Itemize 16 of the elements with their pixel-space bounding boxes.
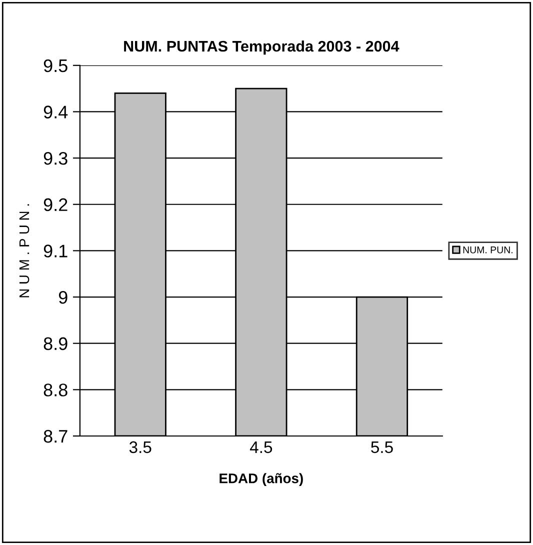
x-tick-label: 5.5 bbox=[371, 441, 393, 454]
y-tick-label: 9.4 bbox=[44, 106, 68, 118]
y-tick-label: 9.2 bbox=[44, 198, 68, 212]
x-axis-title: EDAD (años) bbox=[220, 473, 303, 486]
y-tick-label: 8.9 bbox=[44, 337, 68, 350]
y-tick-label: 8.7 bbox=[44, 430, 68, 443]
legend-label: NUM. PUN. bbox=[463, 246, 512, 254]
y-tick-label: 9.1 bbox=[44, 244, 68, 258]
y-tick-label: 9 bbox=[58, 290, 68, 304]
y-tick-label: 9.3 bbox=[44, 152, 68, 165]
y-tick-label: 9.5 bbox=[44, 59, 68, 72]
x-tick-label: 3.5 bbox=[129, 441, 152, 454]
y-tick-label: 8.8 bbox=[44, 384, 68, 396]
x-tick-label: 4.5 bbox=[250, 441, 272, 454]
y-axis-title: N U M . P U N . bbox=[20, 204, 30, 298]
chart-title: NUM. PUNTAS Temporada 2003 - 2004 bbox=[124, 40, 400, 55]
